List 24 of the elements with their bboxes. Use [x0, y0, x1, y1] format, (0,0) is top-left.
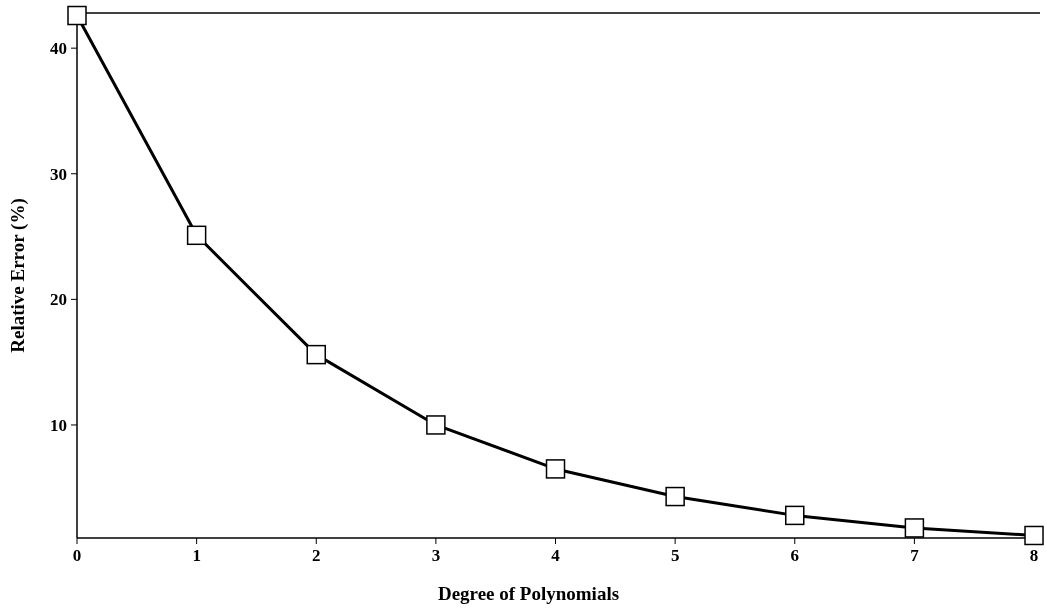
point — [306, 344, 327, 365]
x-axis-title: Degree of Polynomials — [437, 583, 620, 604]
y-tick-label: 20 — [50, 290, 67, 310]
x-tick-label: 2 — [312, 546, 321, 565]
point — [1024, 525, 1044, 546]
x-tick-label: 6 — [790, 546, 800, 565]
x-tick-label: 5 — [670, 546, 680, 565]
point — [665, 486, 685, 507]
y-axis-title: Relative Error (%) — [7, 198, 29, 353]
point — [186, 225, 207, 246]
x-tick-label: 3 — [431, 546, 441, 565]
point — [785, 505, 805, 526]
point — [67, 5, 87, 26]
y-tick-label: 30 — [50, 164, 67, 184]
y-tick-label: 10 — [50, 415, 67, 435]
x-tick-label: 1 — [192, 546, 201, 565]
y-tick-label: 40 — [50, 39, 67, 59]
x-tick-label: 0 — [72, 546, 82, 565]
x-tick-label: 7 — [910, 546, 920, 565]
x-tick-label: 8 — [1029, 546, 1039, 565]
point — [545, 459, 566, 479]
point — [904, 518, 925, 538]
point — [426, 415, 446, 435]
x-tick-label: 4 — [551, 546, 561, 565]
